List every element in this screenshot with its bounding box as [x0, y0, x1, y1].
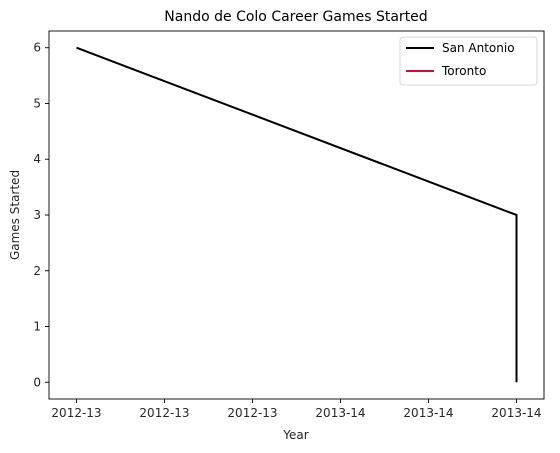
- y-tick-label: 5: [33, 96, 41, 110]
- y-tick-label: 2: [33, 264, 41, 278]
- legend-box: [399, 36, 538, 86]
- x-tick-label: 2013-14: [403, 406, 453, 420]
- x-tick-label: 2013-14: [491, 406, 541, 420]
- series-lines: [76, 46, 518, 383]
- x-tick-label: 2012-13: [139, 406, 189, 420]
- chart-title: Nando de Colo Career Games Started: [164, 9, 427, 25]
- x-tick-label: 2013-14: [315, 406, 365, 420]
- plot-frame: [48, 30, 545, 400]
- y-tick-label: 4: [33, 152, 41, 166]
- x-tick-label: 2012-13: [51, 406, 101, 420]
- legend-label: San Antonio: [442, 41, 515, 55]
- x-tick-label: 2012-13: [227, 406, 277, 420]
- series-line: [76, 46, 518, 383]
- y-tick-label: 3: [33, 208, 41, 222]
- legend-items: San Antonio Toronto: [406, 41, 515, 78]
- x-axis-title: Year: [282, 428, 308, 442]
- x-axis: 2012-13 2012-13 2012-13 2013-14 2013-14 2013-…: [51, 399, 542, 420]
- y-tick-label: 1: [33, 320, 41, 334]
- y-tick-label: 6: [33, 41, 41, 55]
- legend: San Antonio Toronto: [399, 36, 538, 86]
- legend-label: Toronto: [441, 64, 486, 78]
- y-axis-title: Games Started: [8, 170, 22, 260]
- y-axis: 0 1 2 3 4 5 6: [33, 41, 49, 389]
- y-tick-label: 0: [33, 375, 41, 389]
